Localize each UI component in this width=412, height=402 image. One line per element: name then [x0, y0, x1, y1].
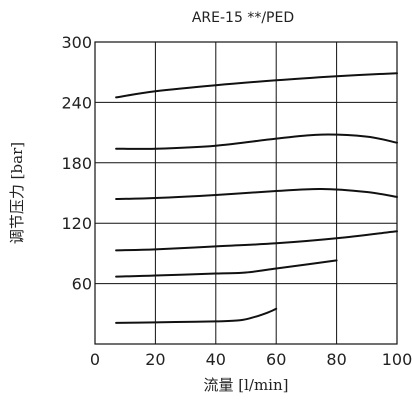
pressure-curve-5 [115, 259, 338, 278]
y-tick-label: 300 [61, 33, 92, 52]
x-tick-labels: 0 20 40 60 80 100 [90, 350, 412, 369]
x-tick-label: 20 [145, 350, 165, 369]
x-tick-label: 40 [206, 350, 226, 369]
pressure-curve-4 [115, 230, 398, 252]
y-tick-label: 120 [61, 214, 92, 233]
y-tick-labels: 60 120 180 240 300 [61, 33, 92, 294]
x-tick-label: 100 [382, 350, 412, 369]
y-tick-label: 60 [72, 275, 92, 294]
x-tick-label: 0 [90, 350, 100, 369]
x-axis-label: 流量 [l/min] [203, 376, 288, 394]
y-tick-label: 240 [61, 93, 92, 112]
grid [95, 42, 397, 344]
pressure-curves [115, 72, 398, 324]
y-axis-label: 调节压力 [bar] [8, 142, 26, 244]
plot-frame [94, 41, 398, 345]
chart-title: ARE-15 **/PED [192, 10, 294, 26]
pressure-curve-2 [115, 133, 398, 150]
x-tick-label: 80 [326, 350, 346, 369]
x-tick-label: 60 [266, 350, 286, 369]
pressure-curve-1 [115, 72, 398, 99]
pressure-curve-3 [115, 187, 398, 200]
pressure-curve-6 [115, 307, 278, 324]
y-tick-label: 180 [61, 154, 92, 173]
